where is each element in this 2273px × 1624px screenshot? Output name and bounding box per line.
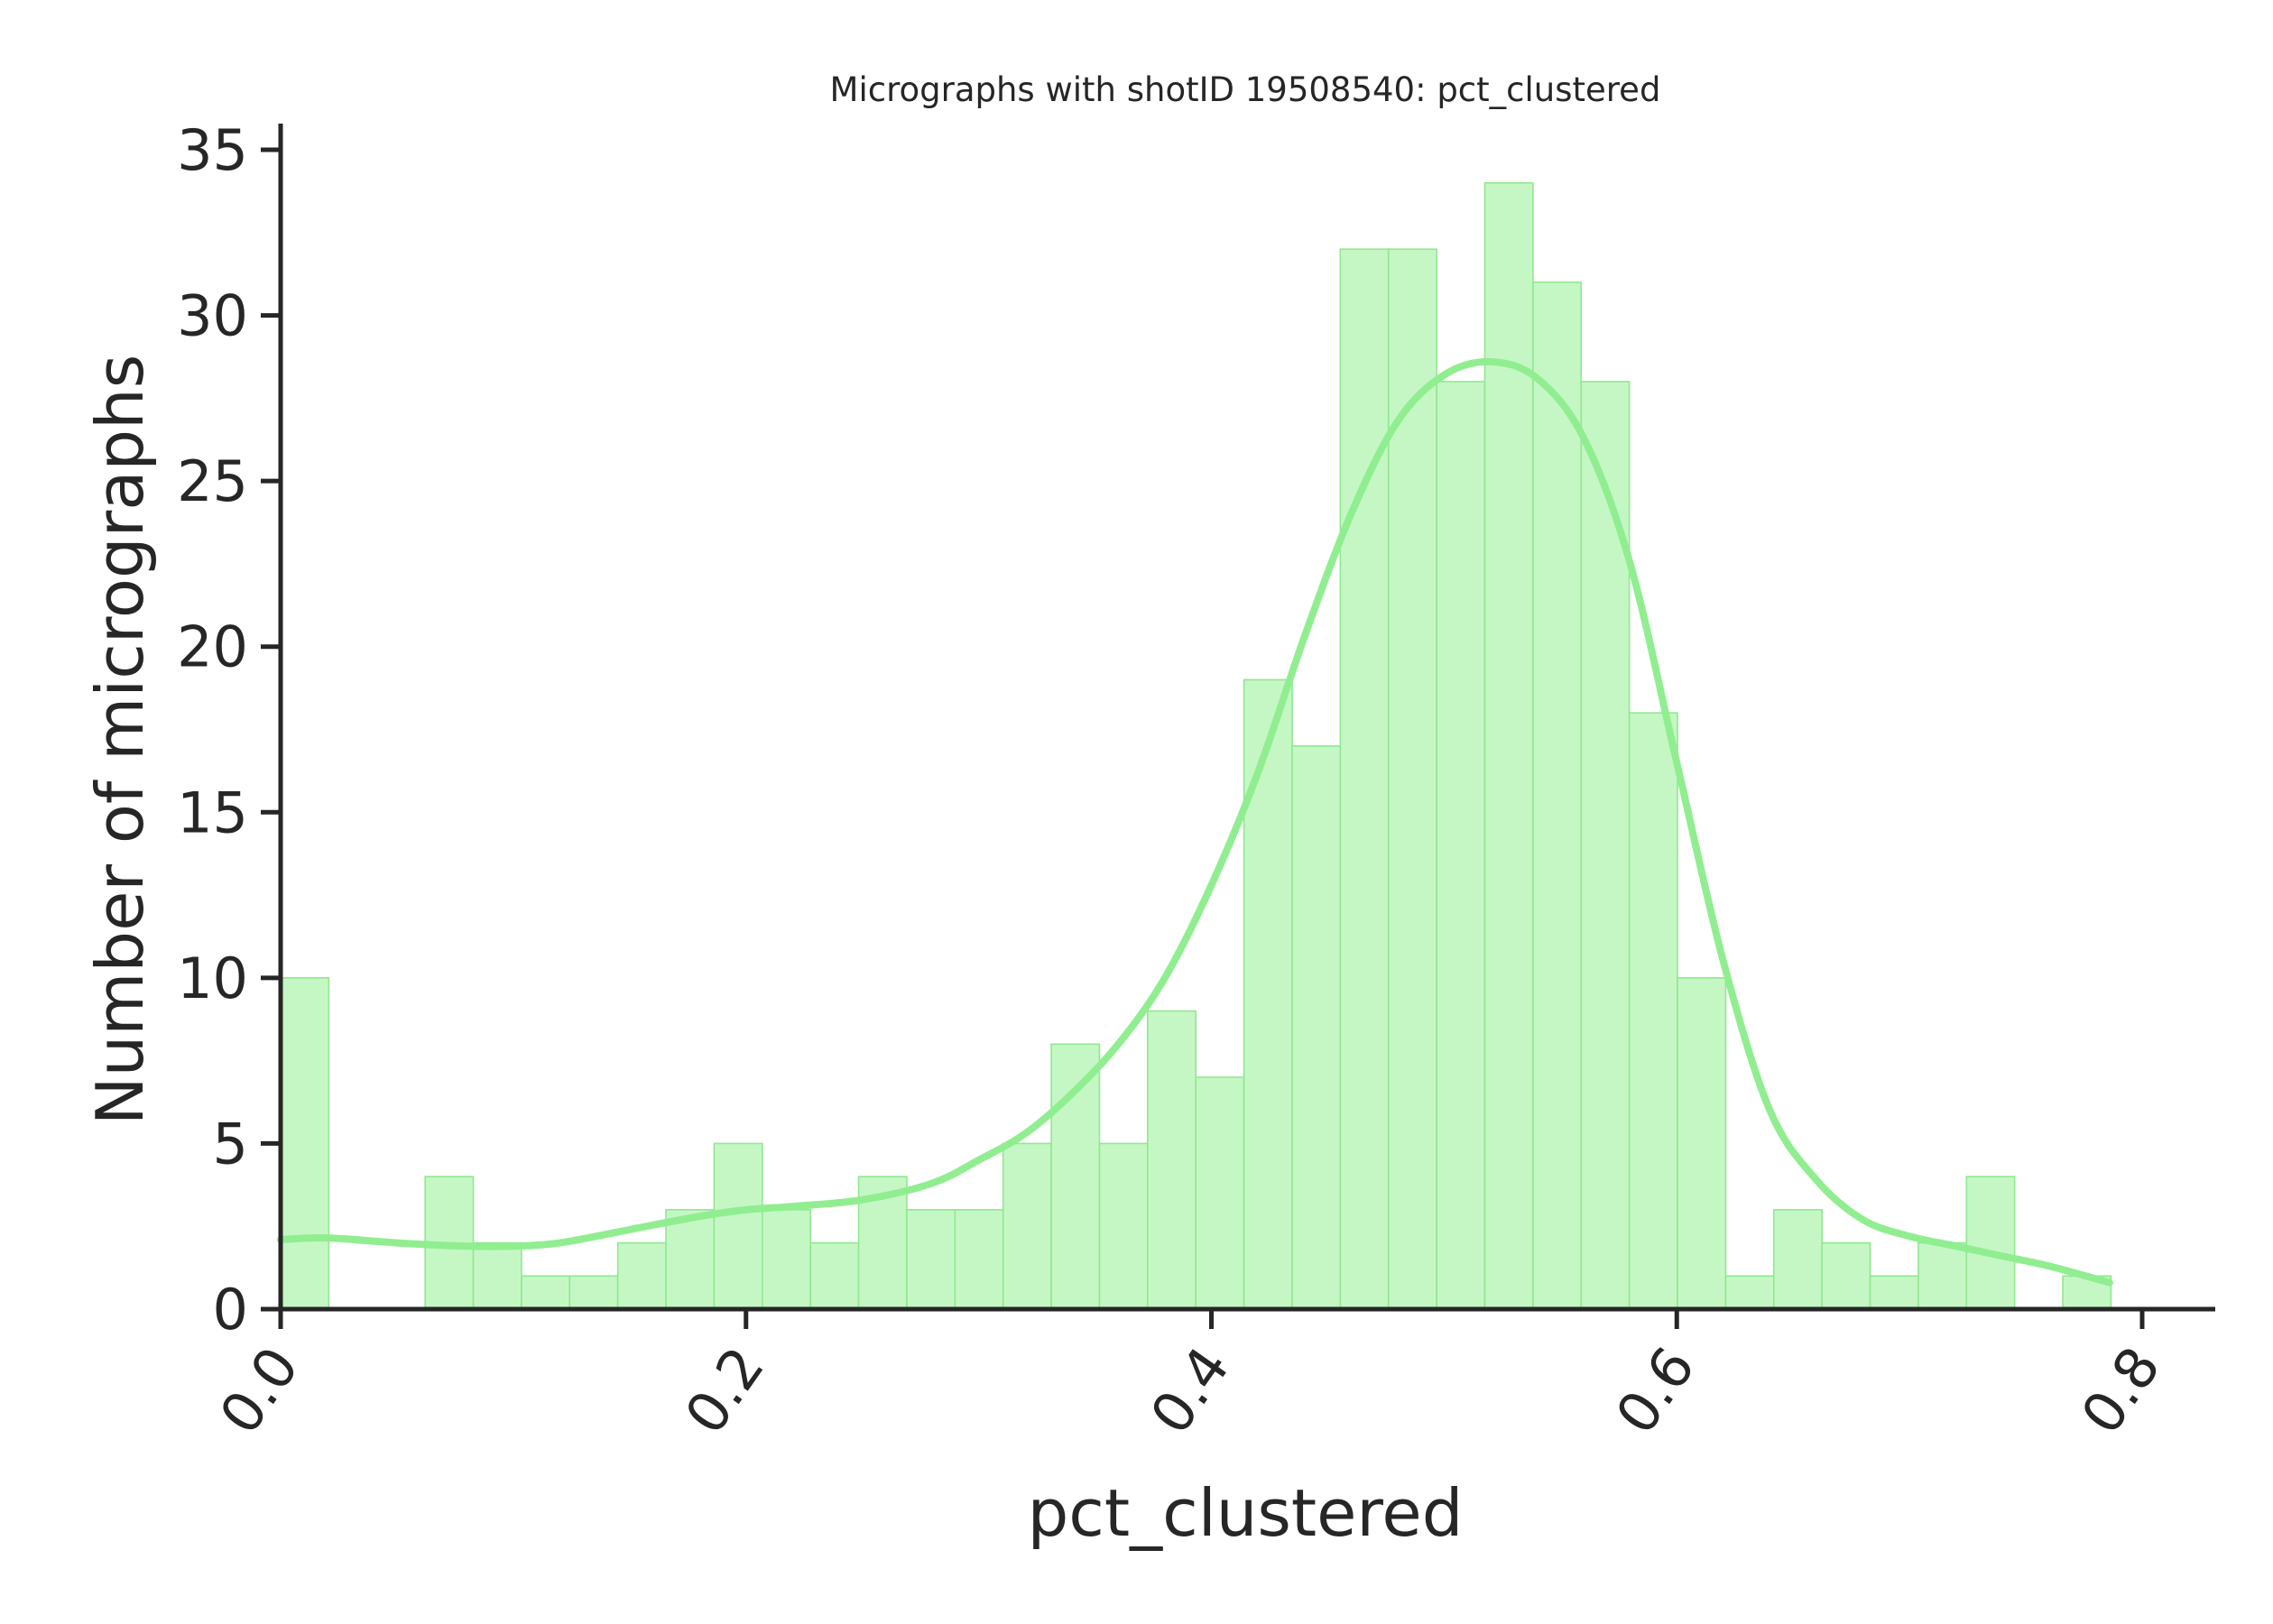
histogram-bar [1050,1043,1101,1310]
kde-curve [277,357,2113,1287]
histogram-bar [1098,1142,1149,1310]
x-tick-label: 0.2 [672,1335,777,1446]
histogram-bar [1869,1275,1919,1310]
histogram-bar [616,1241,667,1310]
histogram-bar [954,1209,1004,1310]
histogram-bar [1821,1241,1871,1310]
histogram-bar [809,1241,860,1310]
histogram-bar [521,1275,571,1310]
histogram-bar [1243,678,1293,1310]
histogram-bar [1339,248,1390,1310]
histogram-bar [1387,248,1437,1310]
histogram-bar [1772,1209,1823,1310]
histogram-bar [568,1275,619,1310]
histogram-bar [1724,1275,1775,1310]
y-tick-label: 25 [177,448,248,514]
histogram-bar [1532,281,1583,1310]
histogram-bar [1291,745,1342,1310]
histogram-bar [713,1142,763,1310]
histogram-bar [906,1209,956,1310]
y-axis-ticks: 0 5 10 15 20 25 30 35 [177,117,281,1343]
histogram-bar [1580,381,1631,1310]
histogram-bar [1917,1241,1968,1310]
x-tick-label: 0.4 [1137,1335,1242,1446]
x-tick-label: 0.6 [1603,1335,1707,1446]
histogram-bar [1965,1176,2016,1310]
histogram-bar [1628,712,1678,1310]
histogram-bars [280,181,2112,1310]
x-axis-label: pct_clustered [1028,1475,1464,1551]
histogram-bar [762,1209,811,1310]
histogram-bar [1002,1142,1052,1310]
x-axis-ticks: 0.0 0.2 0.4 0.6 0.8 [207,1309,2173,1445]
histogram-bar [280,977,330,1310]
histogram-bar [1677,977,1727,1310]
histogram-bar [1483,181,1534,1310]
y-tick-label: 5 [213,1111,248,1176]
histogram-bar [472,1241,522,1310]
y-tick-label: 30 [177,283,248,349]
y-tick-label: 35 [177,117,248,183]
x-tick-label: 0.8 [2068,1335,2173,1446]
y-tick-label: 10 [177,946,248,1011]
chart-title: Micrographs with shotID 19508540: pct_cl… [830,70,1661,109]
y-axis-label: Number of micrographs [82,355,158,1125]
y-tick-label: 0 [213,1277,248,1343]
y-tick-label: 15 [177,780,248,845]
x-tick-label: 0.0 [207,1335,311,1446]
histogram-bar [1147,1010,1197,1310]
y-tick-label: 20 [177,614,248,680]
histogram-bar [665,1209,716,1310]
histogram-bar [1195,1076,1245,1310]
histogram-bar [1436,381,1486,1310]
